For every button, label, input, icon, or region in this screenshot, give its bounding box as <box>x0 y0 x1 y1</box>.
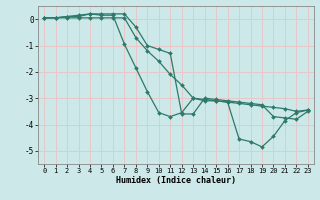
X-axis label: Humidex (Indice chaleur): Humidex (Indice chaleur) <box>116 176 236 185</box>
